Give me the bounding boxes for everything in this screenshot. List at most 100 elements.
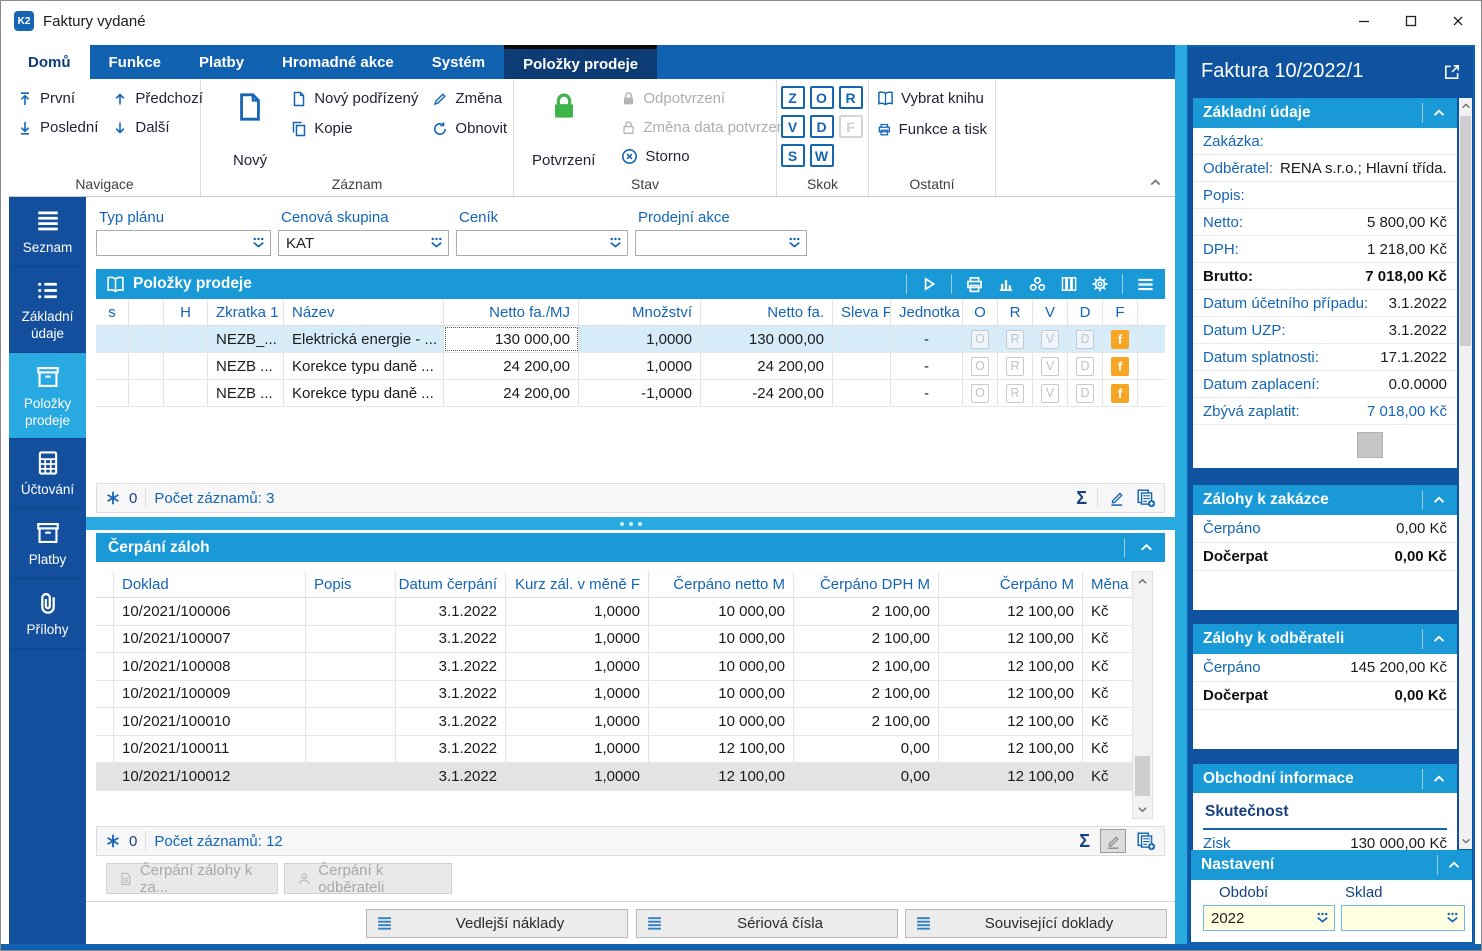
panel-vscrollbar[interactable] <box>1459 98 1472 849</box>
flag-f[interactable]: f <box>1111 329 1129 349</box>
run-icon[interactable] <box>920 275 938 293</box>
advances-vscrollbar[interactable] <box>1132 571 1153 819</box>
tab-hromadne-akce[interactable]: Hromadné akce <box>282 53 394 71</box>
edit-toggle-pressed[interactable] <box>1100 829 1126 853</box>
flag-r[interactable]: R <box>1006 383 1024 403</box>
minimize-button[interactable] <box>1340 1 1387 41</box>
new-child-button[interactable]: Nový podřízený <box>291 86 418 111</box>
collapse-icon[interactable] <box>1446 857 1462 873</box>
cerpani-odberatel-button[interactable]: Čerpání k odběrateli <box>284 862 452 896</box>
sidebar-item-zakladni-udaje[interactable]: Základní údaje <box>9 267 86 353</box>
close-button[interactable] <box>1434 1 1481 41</box>
last-button[interactable]: Poslední <box>17 115 98 140</box>
souvisejici-doklady-button[interactable]: Související doklady <box>905 909 1167 938</box>
storno-button[interactable]: Storno <box>621 144 789 169</box>
sum-icon[interactable]: Σ <box>1079 831 1090 851</box>
section-obchodni-informace[interactable]: Obchodní informace <box>1193 764 1457 793</box>
unconfirm-button[interactable]: Odpotvrzení <box>621 86 789 111</box>
table-row[interactable]: 10/2021/100011 3.1.2022 1,0000 12 100,00… <box>96 735 1132 763</box>
sidebar-item-prilohy[interactable]: Přílohy <box>9 579 86 649</box>
table-row[interactable]: 10/2021/100009 3.1.2022 1,0000 10 000,00… <box>96 680 1132 708</box>
section-zalohy-odberateli[interactable]: Zálohy k odběrateli <box>1193 624 1457 654</box>
new-button[interactable]: Nový <box>223 86 277 170</box>
collapse-icon[interactable] <box>1431 492 1447 508</box>
flag-f[interactable]: f <box>1111 356 1129 376</box>
sidebar-item-platby[interactable]: Platby <box>9 509 86 580</box>
flag-d[interactable]: D <box>1076 329 1094 349</box>
jump-key-r[interactable]: R <box>838 86 863 109</box>
collapse-icon[interactable] <box>1431 105 1447 121</box>
flag-v[interactable]: V <box>1041 383 1059 403</box>
flag-v[interactable]: V <box>1041 329 1059 349</box>
flag-filter-icon[interactable] <box>105 833 121 849</box>
jump-key-d[interactable]: D <box>809 115 834 138</box>
cenik-combo[interactable] <box>456 230 628 256</box>
collapse-icon[interactable] <box>1431 771 1447 787</box>
change-confirm-date-button[interactable]: Změna data potvrzení <box>621 115 789 140</box>
advances-panel-header[interactable]: Čerpání záloh <box>96 533 1165 562</box>
refresh-button[interactable]: Obnovit <box>432 116 507 141</box>
scroll-thumb[interactable] <box>1460 116 1471 346</box>
jump-key-o[interactable]: O <box>809 86 834 109</box>
scroll-down-icon[interactable] <box>1459 833 1472 849</box>
flag-filter-icon[interactable] <box>105 490 121 506</box>
scroll-up-icon[interactable] <box>1459 98 1472 114</box>
table-row[interactable]: 10/2021/100006 3.1.2022 1,0000 10 000,00… <box>96 598 1132 626</box>
table-row[interactable]: 10/2021/100008 3.1.2022 1,0000 10 000,00… <box>96 653 1132 681</box>
focused-cell[interactable]: 130 000,00 <box>444 326 579 352</box>
flag-f[interactable]: f <box>1111 383 1129 403</box>
tab-platby[interactable]: Platby <box>199 53 245 71</box>
panel-splitter[interactable] <box>1175 45 1187 944</box>
jump-key-z[interactable]: Z <box>780 86 805 109</box>
cerpani-zalohy-button[interactable]: Čerpání zálohy k za... <box>106 862 278 896</box>
flag-o[interactable]: O <box>971 356 989 376</box>
tab-system[interactable]: Systém <box>431 53 486 71</box>
table-row[interactable]: 10/2021/100007 3.1.2022 1,0000 10 000,00… <box>96 625 1132 653</box>
flag-r[interactable]: R <box>1006 356 1024 376</box>
functions-print-button[interactable]: Funkce a tisk <box>877 117 987 142</box>
table-row[interactable]: NEZB_... Elektrická energie - ... 130 00… <box>96 326 1165 353</box>
first-button[interactable]: První <box>17 86 98 111</box>
copy-add-icon[interactable] <box>1136 488 1156 508</box>
table-row-selected[interactable]: 10/2021/100012 3.1.2022 1,0000 12 100,00… <box>96 763 1132 791</box>
previous-button[interactable]: Předchozí <box>112 86 203 111</box>
sidebar-item-polozky-prodeje[interactable]: Položky prodeje <box>9 352 86 440</box>
next-button[interactable]: Další <box>112 115 203 140</box>
jump-key-v[interactable]: V <box>780 115 805 138</box>
gear-icon[interactable] <box>1091 275 1109 293</box>
seriova-cisla-button[interactable]: Sériová čísla <box>636 909 898 938</box>
flag-o[interactable]: O <box>971 383 989 403</box>
scroll-thumb[interactable] <box>1135 756 1150 796</box>
copy-add-icon[interactable] <box>1136 831 1156 851</box>
sidebar-item-seznam[interactable]: Seznam <box>9 197 86 267</box>
collapse-icon[interactable] <box>1431 631 1447 647</box>
select-book-button[interactable]: Vybrat knihu <box>877 86 987 111</box>
table-row[interactable]: NEZB ... Korekce typu daně ... 24 200,00… <box>96 353 1165 380</box>
vedlejsi-naklady-button[interactable]: Vedlejší náklady <box>366 909 628 938</box>
jump-key-s[interactable]: S <box>780 144 805 167</box>
horizontal-splitter[interactable] <box>86 517 1175 530</box>
print-icon[interactable] <box>965 275 984 294</box>
prodejni-akce-combo[interactable] <box>635 230 807 256</box>
open-window-icon[interactable] <box>1443 63 1461 81</box>
menu-icon[interactable] <box>1136 275 1155 294</box>
flag-d[interactable]: D <box>1076 383 1094 403</box>
tab-funkce[interactable]: Funkce <box>108 53 162 71</box>
copy-button[interactable]: Kopie <box>291 116 418 141</box>
jump-key-f[interactable]: F <box>838 115 863 138</box>
flag-v[interactable]: V <box>1041 356 1059 376</box>
jump-key-w[interactable]: W <box>809 144 834 167</box>
scroll-up-icon[interactable] <box>1133 572 1152 590</box>
maximize-button[interactable] <box>1387 1 1434 41</box>
cenova-skupina-combo[interactable]: KAT <box>278 230 449 256</box>
sidebar-item-uctovani[interactable]: Účtování <box>9 439 86 510</box>
flag-r[interactable]: R <box>1006 329 1024 349</box>
scroll-down-icon[interactable] <box>1133 800 1152 818</box>
color-swatch[interactable] <box>1357 432 1383 458</box>
edit-icon[interactable] <box>1108 489 1126 507</box>
change-button[interactable]: Změna <box>432 86 507 111</box>
flag-o[interactable]: O <box>971 329 989 349</box>
columns-icon[interactable] <box>1060 275 1078 293</box>
typ-planu-combo[interactable] <box>96 230 271 256</box>
tab-polozky-prodeje[interactable]: Položky prodeje <box>504 45 658 79</box>
